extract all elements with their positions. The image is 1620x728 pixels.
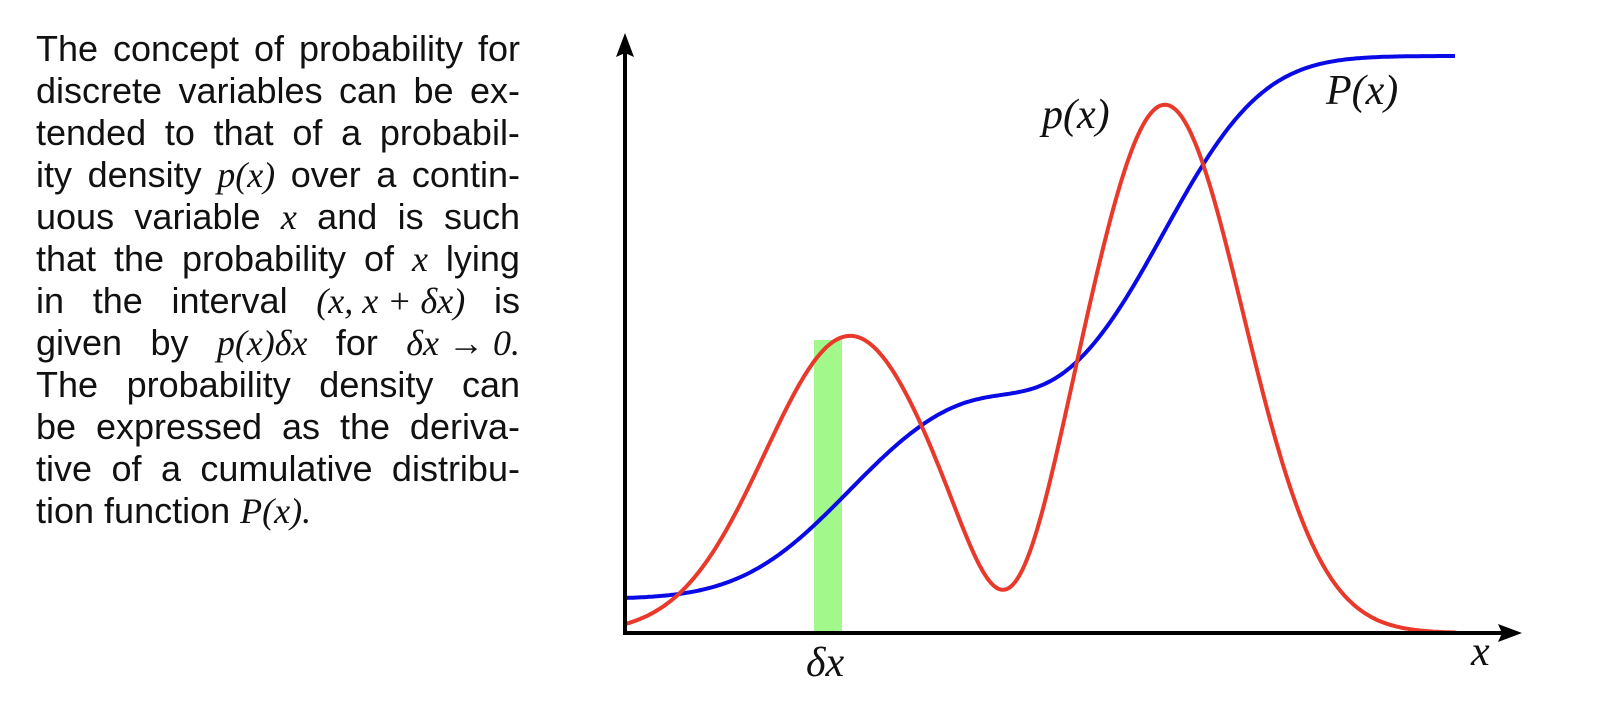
density-label: p(x) <box>1039 92 1110 138</box>
text-word: cumulative <box>200 448 373 489</box>
text-line: given by p(x)δx for δx → 0. <box>36 322 520 364</box>
text-word: interval <box>171 280 288 321</box>
text-word: given <box>36 322 123 363</box>
text-word: the <box>92 280 143 321</box>
cumulative-label: P(x) <box>1325 68 1398 114</box>
text-word: distribu- <box>391 448 520 489</box>
text-word: is <box>397 196 424 237</box>
text-word: a <box>341 112 362 153</box>
text-word: over <box>290 154 361 195</box>
text-word: x <box>411 239 428 279</box>
text-word: variables <box>178 70 323 111</box>
text-word: ity <box>36 154 72 195</box>
text-line: ity density p(x) over a contin- <box>36 154 520 196</box>
text-word: the <box>113 238 165 279</box>
text-word: function <box>104 490 231 531</box>
text-word: of <box>111 448 142 489</box>
text-line: be expressed as the deriva- <box>36 406 520 448</box>
text-word: is <box>493 280 520 321</box>
text-line: The probability density can <box>36 364 520 406</box>
text-word: The <box>36 28 99 69</box>
text-word: and <box>317 196 378 237</box>
delta-x-interval-band <box>814 340 842 633</box>
text-word: concept <box>112 28 240 69</box>
text-line: tion function P(x). <box>36 490 520 532</box>
description-paragraph: The concept of probability for discrete variab… <box>36 28 520 532</box>
text-word: ex- <box>469 70 520 111</box>
text-word: The <box>36 364 99 405</box>
text-word: as <box>282 406 321 447</box>
text-line: in the interval (x, x + δx) is <box>36 280 520 322</box>
text-word: density <box>87 154 202 195</box>
text-word: p(x) <box>217 155 276 195</box>
text-word: for <box>477 28 520 69</box>
delta-x-label: δx <box>806 640 845 686</box>
text-word: to <box>164 112 195 153</box>
text-word: contin- <box>411 154 520 195</box>
text-word: x <box>280 197 297 237</box>
text-word: in <box>36 280 65 321</box>
text-word: a <box>160 448 181 489</box>
text-word: for <box>335 322 378 363</box>
text-word: that <box>213 112 274 153</box>
probability-density-curve <box>624 102 1457 635</box>
text-word: of <box>292 112 323 153</box>
text-line: uous variable x and is such <box>36 196 520 238</box>
x-axis-arrowhead <box>1498 624 1522 642</box>
text-word: such <box>443 196 520 237</box>
text-word: discrete <box>36 70 163 111</box>
text-word: be <box>413 70 454 111</box>
text-word: that <box>36 238 97 279</box>
text-line: tended to that of a probabil- <box>36 112 520 154</box>
text-word: density <box>319 364 434 405</box>
text-word: by <box>150 322 189 363</box>
text-line: The concept of probability for <box>36 28 520 70</box>
text-word: variable <box>134 196 261 237</box>
text-word: probability <box>298 28 464 69</box>
text-word: deriva- <box>409 406 520 447</box>
text-word: probabil- <box>379 112 520 153</box>
text-word: δx → 0. <box>406 323 520 363</box>
cumulative-distribution-curve <box>625 54 1455 600</box>
text-word: tended <box>36 112 147 153</box>
text-word: tive <box>36 448 93 489</box>
text-word: P(x). <box>240 491 312 531</box>
text-word: p(x)δx <box>216 323 308 363</box>
x-axis-label: x <box>1470 629 1490 675</box>
text-word: lying <box>445 238 520 279</box>
text-word: of <box>253 28 285 69</box>
text-word: probability <box>181 238 347 279</box>
text-word: be <box>36 406 77 447</box>
text-word: can <box>339 70 398 111</box>
y-axis-arrowhead <box>616 33 634 57</box>
text-word: can <box>461 364 520 405</box>
text-word: a <box>376 154 397 195</box>
text-line: discrete variables can be ex- <box>36 70 520 112</box>
text-word: the <box>339 406 390 447</box>
text-word: of <box>364 238 395 279</box>
text-word: probability <box>126 364 291 405</box>
text-line: that the probability of x lying <box>36 238 520 280</box>
text-line: tive of a cumulative distribu- <box>36 448 520 490</box>
text-word: tion <box>36 490 95 531</box>
text-word: uous <box>36 196 115 237</box>
text-word: (x, x + δx) <box>316 281 466 321</box>
text-word: expressed <box>95 406 263 447</box>
